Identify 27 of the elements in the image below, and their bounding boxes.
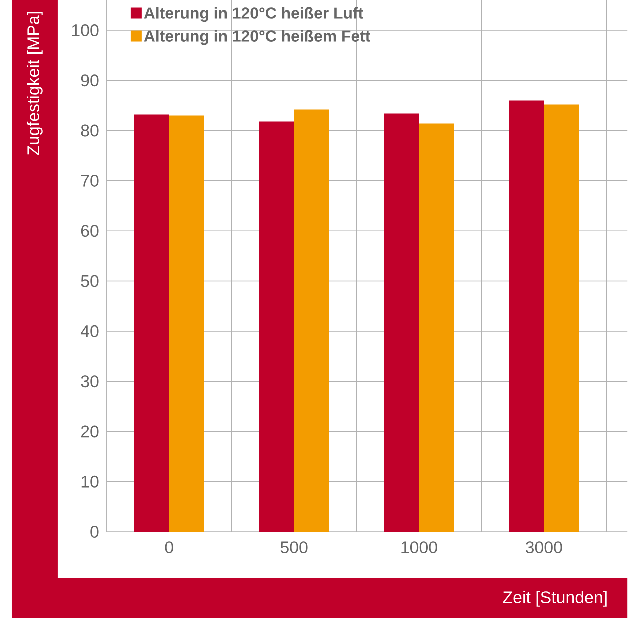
y-tick-label: 80 bbox=[81, 124, 99, 137]
y-tick-label: 50 bbox=[81, 275, 99, 288]
legend-label: Alterung in 120°C heißer Luft bbox=[144, 7, 364, 22]
bar bbox=[294, 110, 330, 532]
x-tick-label: 3000 bbox=[526, 542, 562, 554]
bar bbox=[259, 122, 294, 532]
bar bbox=[134, 114, 170, 532]
y-tick-label: 40 bbox=[80, 325, 99, 338]
y-tick-label: 10 bbox=[82, 476, 99, 488]
y-tick-label: 90 bbox=[81, 74, 99, 87]
y-tick-label: 100 bbox=[72, 24, 99, 36]
x-tick-label: 500 bbox=[280, 542, 308, 554]
bar bbox=[509, 100, 544, 532]
y-axis-title: Zugfestigkeit [MPa] bbox=[27, 12, 43, 156]
y-tick-label: 20 bbox=[81, 426, 99, 438]
bar bbox=[544, 104, 580, 532]
legend-label: Alterung in 120°C heißem Fett bbox=[144, 30, 370, 46]
y-tick-label: 30 bbox=[81, 376, 99, 388]
bar bbox=[419, 124, 454, 532]
x-tick-label: 1000 bbox=[402, 542, 438, 554]
y-tick-label: 70 bbox=[81, 174, 99, 187]
y-tick-label: 0 bbox=[90, 526, 99, 538]
y-tick-label: 60 bbox=[81, 225, 99, 238]
x-axis-title: Zeit [Stunden] bbox=[503, 591, 607, 607]
x-tick-label: 0 bbox=[165, 542, 174, 554]
bar bbox=[169, 116, 204, 532]
bar bbox=[384, 114, 420, 532]
